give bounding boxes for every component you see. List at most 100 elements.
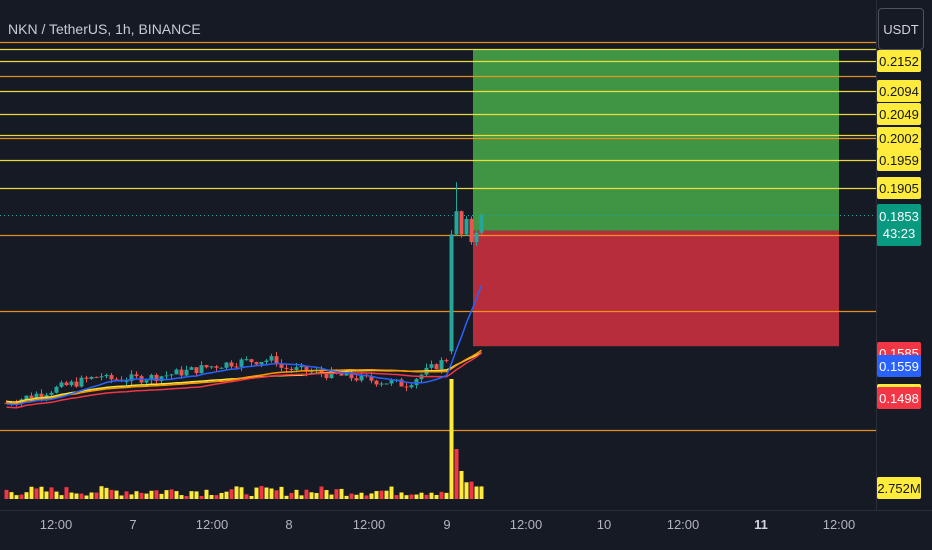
volume-bar (69, 492, 74, 499)
volume-bar (54, 491, 59, 499)
candle-body (174, 369, 179, 375)
volume-bar (219, 492, 224, 499)
candle-body (104, 375, 109, 377)
volume-bar (379, 490, 384, 499)
candle-body (74, 381, 79, 387)
candle-body (404, 386, 409, 388)
volume-tag: 2.752M (877, 477, 921, 499)
volume-bar (144, 493, 149, 499)
volume-bar (409, 494, 414, 499)
volume-bar (114, 490, 119, 499)
volume-bar (19, 494, 24, 499)
candle-body (254, 362, 259, 365)
volume-bar (254, 487, 259, 499)
volume-bar (309, 492, 314, 499)
volume-bar (329, 494, 334, 499)
candle-body (39, 393, 44, 397)
volume-bar (284, 495, 289, 499)
candle-body (374, 380, 379, 385)
candle-body (324, 373, 329, 379)
volume-bar (194, 491, 199, 499)
candle-body (304, 365, 309, 372)
price-tag: 0.2094 (877, 80, 921, 102)
volume-bar (79, 493, 84, 499)
volume-bar (119, 495, 124, 499)
candle-body (59, 382, 64, 387)
volume-bar (184, 495, 189, 499)
volume-bar (374, 491, 379, 499)
candle-body (389, 380, 394, 384)
candle-body (429, 364, 434, 368)
volume-bar (199, 495, 204, 499)
candle-body (84, 377, 89, 379)
candle-body (89, 376, 94, 379)
volume-bar (444, 492, 449, 499)
candle-body (194, 367, 199, 374)
volume-bar (294, 489, 299, 499)
volume-bar (224, 491, 229, 499)
candle-body (249, 359, 254, 363)
candle-body (99, 376, 104, 378)
candle-body (354, 378, 359, 381)
volume-bar (449, 379, 454, 499)
stop-zone (473, 230, 839, 347)
volume-bar (334, 489, 339, 499)
volume-bar (159, 493, 164, 499)
candle-body (369, 376, 374, 381)
volume-bar (384, 490, 389, 499)
volume-bar (399, 492, 404, 499)
candle-body (454, 211, 459, 235)
volume-bar (429, 492, 434, 499)
candle-body (124, 381, 129, 383)
volume-bar (439, 491, 444, 499)
volume-bar (314, 493, 319, 499)
volume-bar (454, 449, 459, 499)
candle-body (474, 232, 479, 243)
currency-button[interactable]: USDT (878, 8, 924, 50)
volume-bar (209, 495, 214, 499)
volume-bar (424, 494, 429, 499)
target-zone (473, 49, 839, 231)
volume-bar (84, 495, 89, 499)
symbol-title[interactable]: NKN / TetherUS, 1h, BINANCE (8, 21, 201, 37)
time-label: 12:00 (352, 517, 386, 532)
volume-bar (339, 488, 344, 499)
candle-body (209, 366, 214, 368)
volume-bar (299, 495, 304, 499)
current-price-value: 0.1853 (879, 209, 919, 224)
candle-body (359, 374, 364, 381)
volume-bar (479, 486, 484, 499)
volume-bar (239, 487, 244, 499)
candle-body (214, 366, 219, 368)
candle-body (459, 211, 464, 235)
candle-body (299, 365, 304, 368)
candle-body (244, 359, 249, 361)
volume-bar (414, 494, 419, 499)
candle-body (229, 362, 234, 367)
volume-bar (89, 492, 94, 499)
candle-body (449, 234, 454, 352)
volume-bar (29, 486, 34, 499)
volume-bar (259, 486, 264, 499)
volume-bar (74, 493, 79, 499)
candle-body (444, 360, 449, 362)
candle-body (159, 376, 164, 382)
moving-average-blue (6, 285, 483, 406)
candle-body (289, 368, 294, 370)
volume-bar (9, 492, 14, 499)
volume-bar (39, 486, 44, 499)
time-label: 11 (754, 517, 768, 532)
volume-bar (359, 492, 364, 499)
time-label: 12:00 (195, 517, 229, 532)
volume-bar (129, 494, 134, 499)
volume-bar (304, 489, 309, 499)
volume-bar (249, 495, 254, 499)
candle-body (129, 374, 134, 382)
candle-body (164, 375, 169, 377)
volume-bar (349, 493, 354, 499)
volume-bar (469, 481, 474, 499)
candle-body (79, 377, 84, 387)
volume-bar (404, 495, 409, 499)
